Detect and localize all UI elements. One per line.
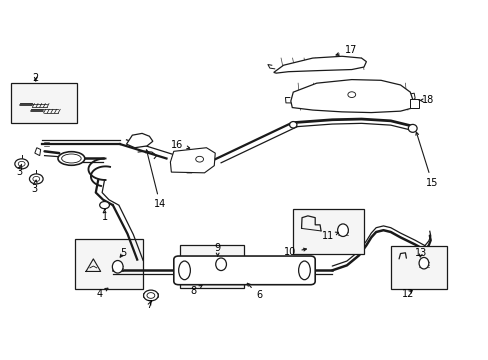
Ellipse shape [58,152,84,165]
Ellipse shape [407,125,416,132]
Ellipse shape [61,154,81,163]
Polygon shape [126,134,153,148]
Text: 17: 17 [335,45,356,55]
Text: 2: 2 [33,73,39,83]
Circle shape [33,176,40,181]
Ellipse shape [337,224,347,237]
Circle shape [29,174,43,184]
Ellipse shape [298,261,310,280]
Text: 16: 16 [171,140,189,150]
Circle shape [100,202,109,209]
Ellipse shape [178,261,190,280]
Polygon shape [290,80,412,113]
Text: 1: 1 [102,209,107,221]
Bar [409,99,418,108]
Text: 5: 5 [120,248,126,258]
Circle shape [195,156,203,162]
Bar [75,239,143,289]
Text: 9: 9 [214,243,220,256]
Circle shape [347,92,355,98]
Text: 10: 10 [284,247,306,257]
Polygon shape [273,56,366,73]
Ellipse shape [289,122,296,128]
Text: 15: 15 [415,132,438,188]
Text: 4: 4 [96,288,108,299]
Bar [180,244,243,288]
Ellipse shape [112,261,123,273]
Bar [390,246,446,289]
Circle shape [147,293,155,298]
Circle shape [18,161,25,166]
Text: 13: 13 [414,248,426,258]
Text: 14: 14 [145,150,166,210]
Text: 18: 18 [419,95,433,105]
Bar [11,83,77,123]
Text: 3: 3 [32,180,38,194]
Ellipse shape [215,258,226,271]
Text: 11: 11 [322,231,338,241]
Text: 12: 12 [401,289,414,299]
Circle shape [143,290,158,301]
Bar [293,209,363,253]
Text: 7: 7 [146,300,152,310]
Polygon shape [170,148,215,173]
Text: 8: 8 [190,285,202,296]
Text: 3: 3 [16,164,22,177]
Circle shape [15,159,28,169]
Ellipse shape [418,257,428,269]
Text: 6: 6 [247,283,262,301]
Polygon shape [35,148,41,156]
FancyBboxPatch shape [173,256,315,285]
